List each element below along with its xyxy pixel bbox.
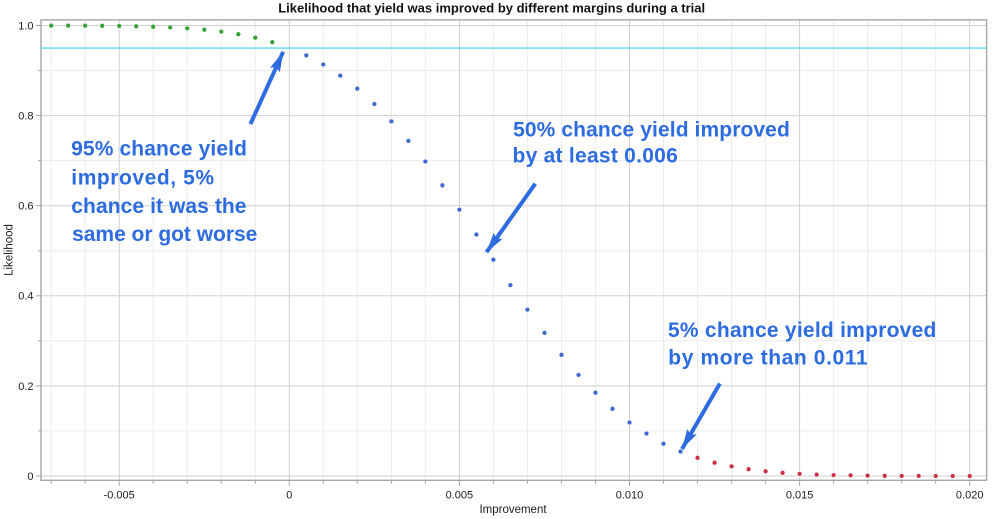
svg-text:0.010: 0.010	[616, 489, 644, 501]
svg-text:0.6: 0.6	[18, 201, 33, 213]
svg-text:-0.005: -0.005	[104, 489, 135, 501]
svg-text:95% chance yield: 95% chance yield	[71, 137, 247, 160]
svg-text:0.020: 0.020	[956, 489, 984, 501]
svg-text:0.2: 0.2	[18, 381, 33, 393]
svg-text:0: 0	[286, 489, 292, 501]
svg-text:improved, 5%: improved, 5%	[71, 167, 214, 190]
svg-text:5% chance yield improved: 5% chance yield improved	[668, 319, 937, 342]
svg-text:50% chance yield improved: 50% chance yield improved	[513, 118, 790, 141]
svg-text:same or got worse: same or got worse	[72, 223, 257, 246]
svg-text:1.0: 1.0	[18, 20, 33, 32]
svg-text:0: 0	[27, 471, 33, 483]
svg-text:by more than 0.011: by more than 0.011	[668, 347, 868, 370]
svg-text:0.015: 0.015	[786, 489, 814, 501]
svg-text:Likelihood: Likelihood	[4, 224, 16, 276]
svg-text:0.8: 0.8	[18, 111, 33, 123]
svg-text:0.4: 0.4	[18, 291, 33, 303]
svg-text:Likelihood that yield was impr: Likelihood that yield was improved by di…	[278, 0, 705, 15]
svg-text:Improvement: Improvement	[479, 504, 547, 516]
svg-text:by at least 0.006: by at least 0.006	[513, 144, 679, 167]
svg-text:chance it was the: chance it was the	[71, 195, 246, 218]
svg-text:0.005: 0.005	[446, 489, 474, 501]
